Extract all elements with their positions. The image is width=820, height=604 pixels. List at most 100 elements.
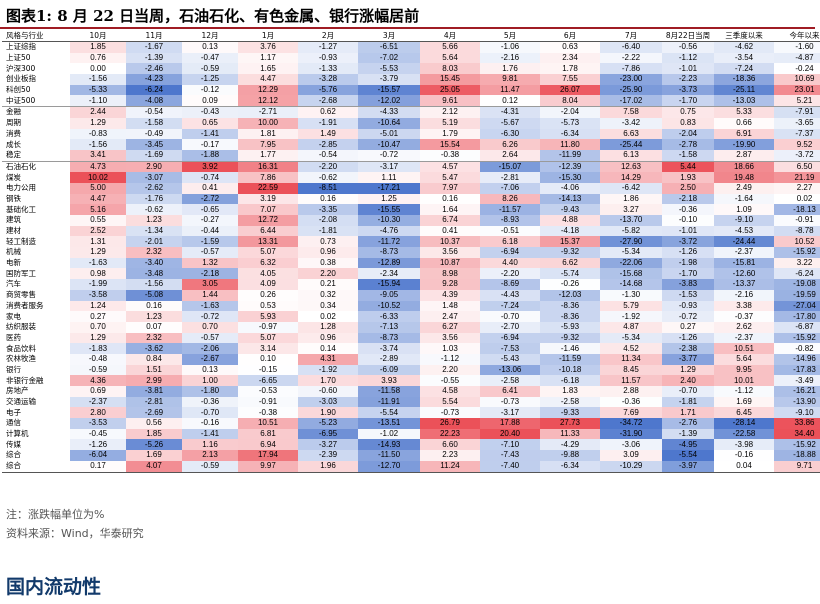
value-cell: -3.73 (662, 84, 714, 96)
value-cell: -2.04 (540, 106, 600, 118)
value-cell: -2.38 (662, 343, 714, 354)
value-cell: 2.64 (480, 149, 540, 162)
value-cell: -1.64 (714, 193, 774, 205)
table-row: 电新 -1.63 -3.40 1.32 6.32 0.38 -12.89 10.87 4.40 6… (2, 257, 820, 269)
table-row: 沪深300 0.00 -2.46 -0.59 1.65 -1.33 -5.53 8.03 1.7… (2, 63, 820, 75)
value-cell: -0.36 (600, 396, 662, 408)
value-cell: 4.09 (238, 279, 298, 290)
value-cell: -2.20 (480, 268, 540, 280)
value-cell: 4.88 (540, 215, 600, 226)
value-cell: 17.94 (238, 450, 298, 461)
value-cell: 0.73 (298, 236, 358, 248)
value-cell: 2.23 (420, 450, 480, 461)
value-cell: -0.60 (298, 386, 358, 397)
value-cell: 4.07 (126, 460, 182, 473)
value-cell: -0.65 (182, 204, 238, 215)
value-cell: -6.34 (540, 128, 600, 140)
value-cell: -3.79 (358, 74, 420, 85)
value-cell: 2.52 (70, 225, 126, 237)
table-row: 汽车 -1.99 -1.56 3.05 4.09 0.21 -15.94 9.28 -8.69-… (2, 279, 820, 290)
value-cell: -2.81 (480, 172, 540, 183)
value-cell: -15.68 (600, 268, 662, 280)
value-cell: -18.88 (774, 450, 820, 461)
value-cell: 6.41 (480, 386, 540, 397)
value-cell: -7.24 (714, 63, 774, 75)
table-row: 建筑 0.55 1.23 -0.27 12.72 -2.08 -10.30 6.74 -8.93… (2, 215, 820, 226)
value-cell: 2.62 (714, 321, 774, 333)
value-cell: -3.28 (298, 74, 358, 85)
value-cell: 1.85 (70, 41, 126, 53)
value-cell: -4.43 (480, 289, 540, 301)
value-cell: 6.45 (714, 407, 774, 419)
value-cell: 1.85 (126, 428, 182, 440)
header-q3: 三季度以来 (714, 30, 774, 42)
value-cell: -0.59 (182, 460, 238, 473)
value-cell: -15.81 (714, 257, 774, 269)
value-cell: -1.12 (420, 353, 480, 365)
value-cell: 6.44 (238, 225, 298, 237)
value-cell: 10.02 (70, 172, 126, 183)
value-cell: 6.94 (238, 439, 298, 451)
value-cell: 1.71 (662, 407, 714, 419)
value-cell: 0.10 (238, 353, 298, 365)
value-cell: 1.09 (714, 204, 774, 215)
value-cell: 0.09 (182, 95, 238, 107)
value-cell: -6.33 (358, 311, 420, 322)
value-cell: -7.13 (358, 321, 420, 333)
value-cell: -2.85 (298, 139, 358, 150)
value-cell: 2.20 (420, 364, 480, 376)
value-cell: 13.31 (238, 236, 298, 248)
value-cell: 11.80 (540, 139, 600, 150)
value-cell: -6.34 (540, 460, 600, 473)
value-cell: -1.92 (298, 364, 358, 376)
row-label: 汽车 (6, 279, 21, 289)
value-cell: 0.70 (70, 321, 126, 333)
value-cell: -1.99 (70, 279, 126, 290)
value-cell: 1.48 (420, 300, 480, 312)
value-cell: -2.01 (126, 236, 182, 248)
value-cell: 7.55 (540, 74, 600, 85)
value-cell: 3.05 (182, 279, 238, 290)
value-cell: 0.70 (182, 321, 238, 333)
value-cell: -2.39 (298, 450, 358, 461)
value-cell: -0.93 (662, 300, 714, 312)
value-cell: 6.60 (420, 439, 480, 451)
value-cell: -1.25 (182, 74, 238, 85)
row-label: 综合 (6, 450, 21, 460)
value-cell: -0.27 (182, 215, 238, 226)
value-cell: 10.00 (238, 117, 298, 129)
value-cell: -3.83 (662, 279, 714, 290)
row-label: 建材 (6, 226, 21, 236)
value-cell: -1.83 (70, 343, 126, 354)
value-cell: -2.76 (662, 418, 714, 429)
table-row: 消费者服务 1.24 0.16 -1.63 0.53 0.34 -10.52 1.48 -7.2… (2, 300, 820, 312)
value-cell: 9.81 (480, 74, 540, 85)
value-cell: 4.57 (420, 160, 480, 173)
table-row: 周期 1.29 -1.58 0.65 10.00 -1.91 -10.64 5.19 -5.67… (2, 117, 820, 129)
value-cell: -6.24 (126, 84, 182, 96)
row-label: 纺织服装 (6, 322, 36, 332)
value-cell: 2.27 (774, 182, 820, 194)
value-cell: -4.87 (774, 52, 820, 64)
value-cell: -0.57 (182, 247, 238, 258)
value-cell: -0.83 (70, 128, 126, 140)
value-cell: -1.39 (126, 52, 182, 64)
value-cell: 10.87 (420, 257, 480, 269)
value-cell: -2.37 (714, 247, 774, 258)
value-cell: 5.19 (420, 117, 480, 129)
value-cell: 1.16 (182, 439, 238, 451)
value-cell: -24.44 (714, 236, 774, 248)
value-cell: 16.31 (238, 160, 298, 173)
value-cell: -3.48 (126, 268, 182, 280)
value-cell: -3.03 (298, 396, 358, 408)
row-label: 建筑 (6, 215, 21, 225)
table-row: 纺织服装 0.70 0.07 0.70 -0.97 1.28 -7.13 6.27 -2.70-… (2, 321, 820, 333)
value-cell: 1.93 (662, 172, 714, 183)
value-cell: -8.93 (480, 215, 540, 226)
value-cell: -8.73 (358, 332, 420, 344)
value-cell: 11.24 (420, 460, 480, 473)
value-cell: -1.41 (182, 128, 238, 140)
value-cell: -10.52 (358, 300, 420, 312)
value-cell: 2.32 (126, 247, 182, 258)
table-body: 上证综指 1.85 -1.67 0.13 3.76 -1.27 -6.51 5.66 -1.06… (2, 41, 820, 473)
